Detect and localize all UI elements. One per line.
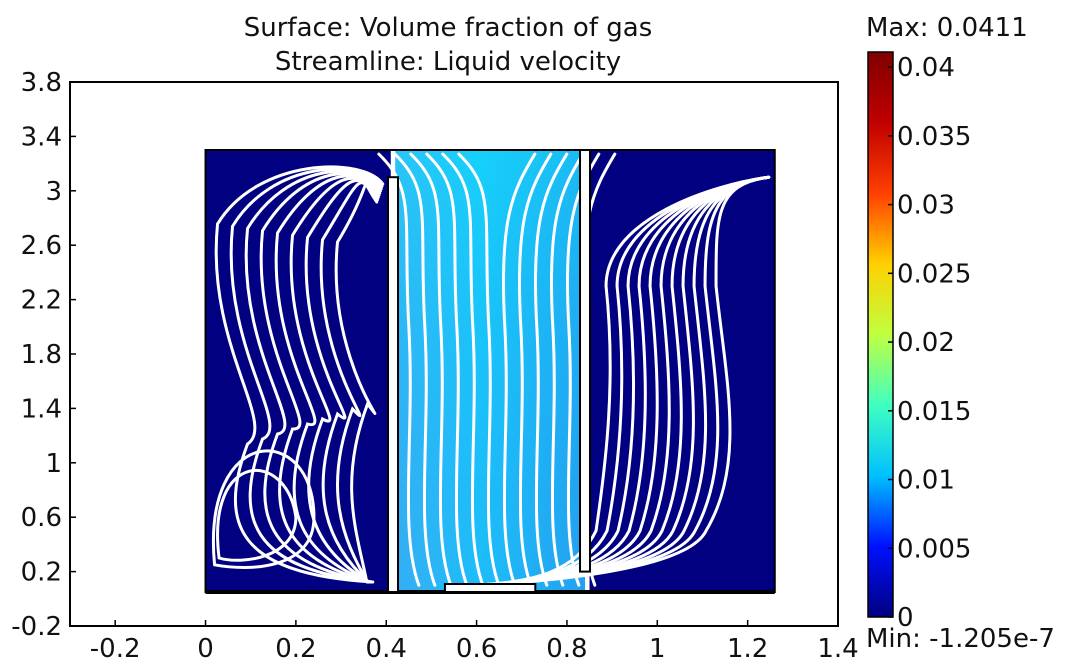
streamline-riser-2 (409, 152, 453, 587)
sparger-notch (443, 583, 537, 593)
y-tick-label-2: 0.6 (21, 503, 62, 533)
baffle-wall-1 (387, 176, 400, 593)
y-tick-label-9: 3.4 (21, 122, 62, 152)
streamline-riser-1 (393, 152, 437, 587)
x-tick-label-8: 1.4 (817, 634, 858, 661)
streamline-left-0 (214, 165, 385, 584)
streamline-left-4 (274, 174, 382, 584)
colorbar (867, 51, 894, 618)
baffle-wall-2 (579, 149, 592, 573)
streamline-right-2 (472, 175, 771, 587)
streamline-right-3 (472, 175, 771, 587)
y-tick-label-3: 1 (45, 449, 62, 479)
colorbar-tick-label-4: 0.02 (897, 328, 955, 358)
streamline-riser-3 (425, 152, 469, 587)
streamline-riser-5 (457, 152, 501, 587)
y-tick-label-5: 1.8 (21, 340, 62, 370)
y-tick-label-10: 3.8 (21, 68, 62, 98)
x-tick-label-4: 0.6 (456, 634, 497, 661)
y-tick-label-1: 0.2 (21, 558, 62, 588)
streamline-left-2 (244, 170, 383, 584)
streamline-riser-9 (549, 152, 585, 587)
streamline-eddy-outer (216, 469, 298, 562)
streamline-right-1 (472, 175, 771, 587)
x-tick-label-0: -0.2 (90, 634, 141, 661)
streamline-left-3 (259, 172, 383, 584)
y-tick-label-0: -0.2 (11, 612, 62, 642)
x-tick-label-7: 1.2 (727, 634, 768, 661)
domain-outline (204, 149, 776, 593)
y-tick-label-7: 2.6 (21, 231, 62, 261)
colorbar-min-label: Min: -1.205e-7 (866, 624, 1055, 654)
x-tick-label-1: 0 (197, 634, 214, 661)
streamline-left-7 (319, 181, 380, 584)
y-tick-label-8: 3 (45, 177, 62, 207)
streamline-riser-0 (377, 152, 421, 587)
x-tick-label-5: 0.8 (546, 634, 587, 661)
streamline-right-0 (472, 175, 771, 587)
y-tick-label-6: 2.2 (21, 286, 62, 316)
colorbar-tick-label-1: 0.005 (897, 534, 971, 564)
colorbar-tick-label-0: 0 (897, 603, 914, 633)
colorbar-tick-label-3: 0.015 (897, 397, 971, 427)
chart-title: Surface: Volume fraction of gas (243, 13, 653, 43)
chart-subtitle: Streamline: Liquid velocity (274, 47, 622, 77)
streamline-left-1 (229, 167, 384, 584)
streamline-riser-6 (501, 152, 537, 587)
x-tick-label-2: 0.2 (275, 634, 316, 661)
colorbar-tick-label-5: 0.025 (897, 259, 971, 289)
streamline-eddy-wide (211, 449, 316, 570)
colorbar-tick-label-8: 0.04 (897, 53, 955, 83)
y-tick-label-4: 1.4 (21, 394, 62, 424)
streamline-right-10 (472, 175, 771, 587)
streamline-riser-7 (517, 152, 553, 587)
streamline-riser-8 (533, 152, 569, 587)
colorbar-tick-label-2: 0.01 (897, 466, 955, 496)
colorbar-max-label: Max: 0.0411 (866, 13, 1028, 43)
x-tick-label-6: 1 (649, 634, 666, 661)
streamline-left-6 (304, 179, 380, 584)
streamline-riser-4 (441, 152, 485, 587)
colorbar-tick-label-7: 0.035 (897, 122, 971, 152)
colorbar-tick-label-6: 0.03 (897, 191, 955, 221)
streamline-left-8 (334, 183, 379, 584)
x-tick-label-3: 0.4 (366, 634, 407, 661)
